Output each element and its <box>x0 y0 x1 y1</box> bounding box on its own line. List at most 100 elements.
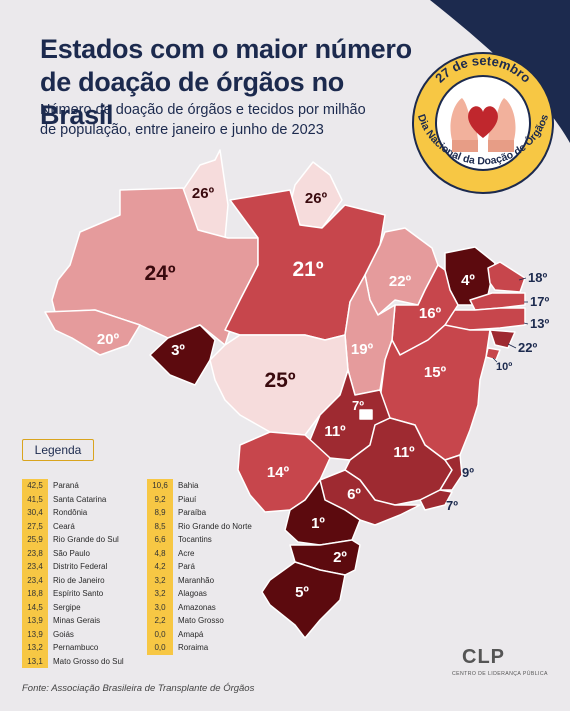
legend-state-name: Mato Grosso do Sul <box>53 656 124 666</box>
legend-row: 3,2 Maranhão <box>147 573 252 587</box>
clp-logo: CLP CENTRO DE LIDERANÇA PÚBLICA <box>452 646 552 677</box>
clp-logo-tagline: CENTRO DE LIDERANÇA PÚBLICA <box>452 671 548 677</box>
legend-value: 30,4 <box>22 506 48 520</box>
rank-rio-de-janeiro: 7º <box>446 498 458 513</box>
legend-value: 23,4 <box>22 573 48 587</box>
legend-row: 13,9 Goiás <box>22 627 124 641</box>
legend-row: 42,5 Paraná <box>22 479 124 493</box>
legend-state-name: Maranhão <box>178 575 215 585</box>
state-rio-de-janeiro <box>419 489 453 511</box>
rank-distrito-federal: 7º <box>352 398 364 413</box>
state-rio-grande-do-norte <box>487 261 526 293</box>
legend-state-name: Rondônia <box>53 508 88 518</box>
legend-value: 41,5 <box>22 492 48 506</box>
state-rondonia <box>149 324 216 386</box>
legend-value: 13,2 <box>22 641 48 655</box>
legend-value: 23,8 <box>22 546 48 560</box>
legend-value: 8,9 <box>147 506 173 520</box>
corner-badge: 27 de setembro Dia Nacional da Doação de… <box>412 0 570 194</box>
legend-state-name: Espírito Santo <box>53 589 104 599</box>
legend-state-name: Goiás <box>53 629 74 639</box>
rank-pernambuco: 13º <box>530 316 549 331</box>
rank-santa-catarina: 2º <box>333 549 347 566</box>
rank-ceara: 4º <box>461 272 475 289</box>
legend-value: 42,5 <box>22 479 48 493</box>
leader-line-pe <box>523 322 529 325</box>
legend-value: 0,0 <box>147 641 173 655</box>
rank-rondonia: 3º <box>171 342 185 359</box>
legend-column-right: 10,6 Bahia 9,2 Piauí 8,9 Paraíba 8,5 Rio Grande… <box>147 479 252 655</box>
rank-goias: 11º <box>324 423 346 440</box>
legend-state-name: Sergipe <box>53 602 81 612</box>
page-title: Estados com o maior número de doação de … <box>40 34 412 130</box>
rank-minas-gerais: 11º <box>393 444 415 461</box>
legend-state-name: Rio Grande do Sul <box>53 535 119 545</box>
rank-paraiba: 17º <box>530 294 549 309</box>
state-alagoas <box>489 329 516 349</box>
legend-state-name: Roraima <box>178 643 209 653</box>
rank-amapa: 26º <box>305 190 328 207</box>
legend-row: 2,2 Mato Grosso <box>147 614 252 628</box>
legend-state-name: Amazonas <box>178 602 216 612</box>
rank-bahia: 15º <box>424 364 447 381</box>
state-rio-grande-do-sul <box>261 561 346 639</box>
legend-state-name: Minas Gerais <box>53 616 101 626</box>
legend-value: 14,5 <box>22 600 48 614</box>
leader-line-se <box>492 357 498 363</box>
state-espirito-santo <box>439 454 463 491</box>
source-note: Fonte: Associação Brasileira de Transpla… <box>22 683 255 694</box>
rank-espirito-santo: 9º <box>462 465 474 480</box>
rank-parana: 1º <box>311 515 325 532</box>
leader-line-rn <box>518 277 527 281</box>
rank-para: 21º <box>292 258 323 281</box>
legend-value: 25,9 <box>22 533 48 547</box>
legend-state-name: Paraíba <box>178 508 207 518</box>
legend-value: 13,9 <box>22 614 48 628</box>
rank-rio-grande-do-norte: 18º <box>528 270 547 285</box>
state-acre <box>44 309 141 356</box>
legend-row: 3,2 Alagoas <box>147 587 252 601</box>
page-subtitle: Número de doação de órgãos e tecidos por… <box>40 102 366 138</box>
legend-value: 9,2 <box>147 492 173 506</box>
legend-state-name: Acre <box>178 548 195 558</box>
clp-logo-name: CLP <box>462 646 505 668</box>
legend-value: 23,4 <box>22 560 48 574</box>
legend-value: 4,8 <box>147 546 173 560</box>
legend-value: 6,6 <box>147 533 173 547</box>
legend-row: 13,2 Pernambuco <box>22 641 124 655</box>
legend-row: 25,9 Rio Grande do Sul <box>22 533 124 547</box>
legend-value: 3,2 <box>147 573 173 587</box>
legend-value: 2,2 <box>147 614 173 628</box>
legend-state-name: Ceará <box>53 521 75 531</box>
legend-row: 18,8 Espírito Santo <box>22 587 124 601</box>
legend-row: 0,0 Amapá <box>147 627 252 641</box>
legend-row: 6,6 Tocantins <box>147 533 252 547</box>
rank-roraima: 26º <box>192 185 215 202</box>
legend-row: 14,5 Sergipe <box>22 600 124 614</box>
rank-acre: 20º <box>97 331 120 348</box>
legend-row: 13,1 Mato Grosso do Sul <box>22 654 124 668</box>
legend-value: 8,5 <box>147 519 173 533</box>
rank-rio-grande-do-sul: 5º <box>295 584 309 601</box>
legend-state-name: Alagoas <box>178 589 207 599</box>
legend-state-name: Paraná <box>53 481 79 491</box>
rank-maranhao: 22º <box>389 273 412 290</box>
rank-mato-grosso: 25º <box>264 369 295 392</box>
legend-state-name: Distrito Federal <box>53 562 108 572</box>
legend-state-name: Mato Grosso <box>178 616 224 626</box>
legend-row: 41,5 Santa Catarina <box>22 492 124 506</box>
legend-state-name: Tocantins <box>178 535 212 545</box>
legend-value: 13,1 <box>22 654 48 668</box>
legend-row: 10,6 Bahia <box>147 479 252 493</box>
legend-state-name: Rio Grande do Norte <box>178 521 252 531</box>
legend-value: 27,5 <box>22 519 48 533</box>
legend-value: 3,2 <box>147 587 173 601</box>
rank-sergipe: 10º <box>496 361 512 373</box>
rank-mato-grosso-do-sul: 14º <box>267 464 290 481</box>
legend-value: 10,6 <box>147 479 173 493</box>
navy-corner-shape <box>430 0 570 143</box>
legend-row: 13,9 Minas Gerais <box>22 614 124 628</box>
legend-state-name: Pará <box>178 562 195 572</box>
rank-amazonas: 24º <box>144 262 175 285</box>
